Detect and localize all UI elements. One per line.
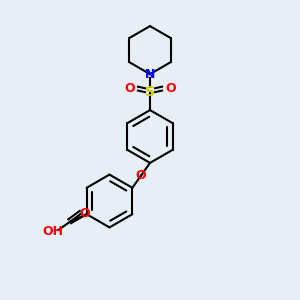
Text: O: O	[80, 207, 90, 220]
Text: O: O	[136, 169, 146, 182]
Text: OH: OH	[42, 225, 63, 238]
Text: S: S	[145, 85, 155, 99]
Text: O: O	[124, 82, 135, 95]
Text: O: O	[165, 82, 176, 95]
Text: N: N	[145, 68, 155, 81]
